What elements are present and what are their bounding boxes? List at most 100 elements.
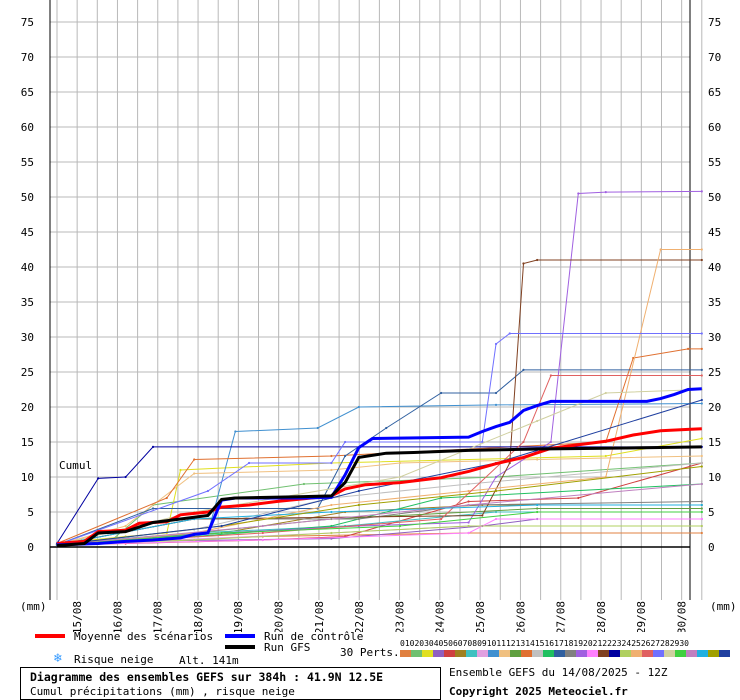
x-axis: 15/08 16/08 17/08 18/08 19/08 20/08 21/08 22/08… [71, 601, 689, 632]
perturbation-color-swatch [411, 650, 422, 657]
y-tick-label-right: 40 [708, 261, 721, 274]
data-point [659, 248, 662, 251]
data-point [467, 503, 470, 507]
data-point [344, 454, 347, 458]
y-tick-label-left: 50 [21, 191, 34, 204]
data-point [151, 445, 155, 448]
perturbation-color-swatch [554, 650, 565, 657]
data-point [536, 503, 539, 507]
data-point [330, 454, 333, 458]
data-point [700, 524, 703, 528]
data-point [97, 477, 100, 480]
precipitation-chart: 0 5 10 15 20 25 30 35 40 45 50 55 60 65 70 75 0 5 10 15 20 2… [20, 0, 737, 632]
data-point [467, 489, 470, 493]
data-point [385, 426, 388, 430]
data-point [398, 475, 402, 479]
data-point [700, 482, 703, 486]
data-point [481, 514, 484, 517]
perturbation-color-swatch [675, 650, 686, 657]
data-point [467, 531, 470, 535]
perturbation-color-swatch [653, 650, 664, 657]
y-axis-right: 0 5 10 15 20 25 30 35 40 45 50 55 60 65 70 75 [708, 16, 721, 554]
data-point [700, 437, 703, 440]
ensemble-info: Ensemble GEFS du 14/08/2025 - 12Z [449, 666, 668, 679]
x-tick-label: 19/08 [232, 601, 245, 632]
perturbation-line [56, 483, 702, 546]
perturbation-color-swatch [565, 650, 576, 657]
data-point [330, 531, 333, 535]
data-point [549, 374, 552, 377]
data-point [344, 440, 347, 444]
perturbation-color-swatch [433, 650, 444, 657]
perturbation-color-swatch [686, 650, 697, 657]
data-point [481, 440, 484, 444]
x-tick-label: 15/08 [71, 601, 84, 632]
snowflake-icon: ❄ [54, 651, 62, 666]
data-point [494, 475, 498, 479]
legend-gfs-swatch [225, 645, 255, 649]
data-point [522, 440, 525, 444]
x-tick-label: 27/08 [555, 601, 568, 632]
data-point [398, 461, 402, 465]
data-point [206, 489, 210, 493]
x-tick-label: 25/08 [474, 601, 487, 632]
y-axis-left: 0 5 10 15 20 25 30 35 40 45 50 55 60 65 70 75 [21, 16, 34, 554]
y-tick-label-right: 30 [708, 331, 721, 344]
data-point [330, 468, 333, 472]
data-point [193, 472, 196, 475]
y-tick-label-right: 65 [708, 86, 721, 99]
data-point [193, 538, 196, 542]
perturbation-color-swatch [510, 650, 521, 657]
data-point [357, 405, 360, 409]
data-point [179, 468, 182, 472]
data-point [247, 461, 251, 465]
data-point [604, 191, 607, 194]
y-tick-label-left: 10 [21, 471, 34, 484]
x-tick-label: 30/08 [676, 601, 689, 632]
data-point [508, 332, 511, 335]
data-point [467, 524, 470, 528]
data-point [700, 531, 703, 535]
y-tick-label-right: 75 [708, 16, 721, 29]
perturbation-color-swatch [620, 650, 631, 657]
data-point [494, 342, 498, 346]
y-unit-left: (mm) [20, 600, 47, 613]
main-series-lines [56, 387, 702, 548]
title-box: Diagramme des ensembles GEFS sur 384h : … [20, 667, 441, 700]
data-point [700, 248, 703, 251]
data-point [330, 461, 333, 465]
y-tick-label-right: 15 [708, 436, 721, 449]
altitude-label: Alt. 141m [179, 654, 239, 667]
data-point [536, 258, 539, 262]
series-line [56, 445, 702, 548]
perturbation-color-swatch [631, 650, 642, 657]
x-tick-label: 26/08 [514, 601, 527, 632]
x-tick-label: 21/08 [313, 601, 326, 632]
y-tick-label-left: 35 [21, 296, 34, 309]
data-point [261, 524, 264, 528]
x-tick-label: 22/08 [353, 601, 366, 632]
data-point [193, 458, 196, 461]
data-point [467, 500, 470, 503]
legend-control-swatch [225, 634, 255, 638]
data-point [522, 368, 525, 371]
perturbation-numbers: 0102030405060708091011121314151617181920… [400, 639, 689, 648]
perturbations-label: 30 Perts. [340, 646, 400, 659]
y-tick-label-left: 45 [21, 226, 34, 239]
data-point [577, 496, 580, 500]
data-point [577, 192, 580, 195]
data-point [700, 368, 703, 371]
data-point [234, 430, 237, 433]
y-tick-label-right: 70 [708, 51, 721, 64]
data-point [165, 496, 168, 500]
data-point [700, 517, 703, 521]
x-tick-label: 17/08 [152, 601, 165, 632]
legend-mean-label: Moyenne des scénarios [74, 630, 214, 643]
data-point [508, 461, 511, 465]
perturbation-color-swatch [598, 650, 609, 657]
data-point [220, 524, 223, 528]
data-point [536, 507, 539, 510]
data-point [536, 510, 539, 514]
perturbation-color-swatch [609, 650, 620, 657]
perturbation-color-swatch [576, 650, 587, 657]
